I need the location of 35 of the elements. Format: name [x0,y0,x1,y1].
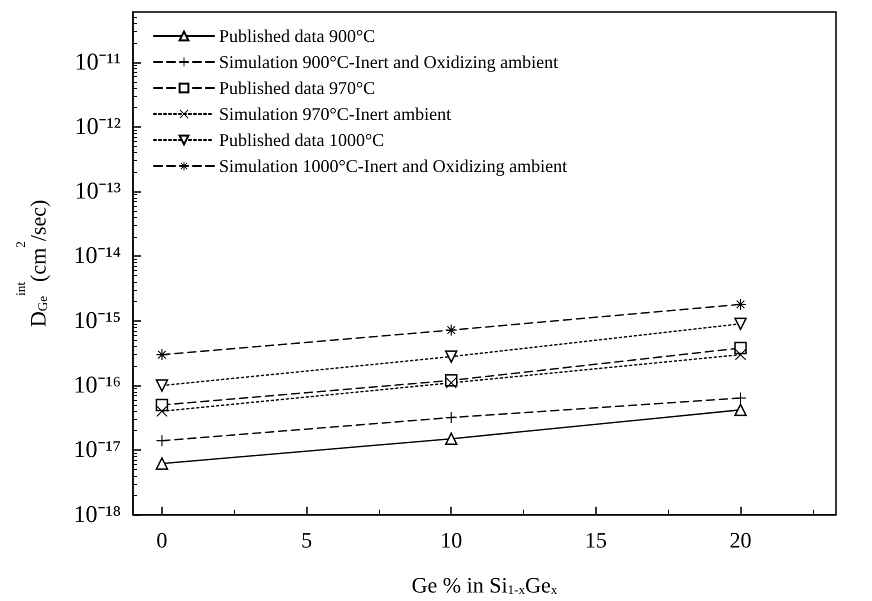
point [735,349,746,360]
y-tick-label: 10⁻¹² [74,114,121,140]
legend-label: Simulation 1000°C-Inert and Oxidizing ambient [219,156,568,176]
y-tick-label: 10⁻¹⁸ [73,502,121,528]
x-axis-title: Ge % in Si1-xGex [412,572,558,598]
y-tick-label: 10⁻¹⁴ [73,243,121,270]
point [156,379,168,392]
x-tick-label: 5 [301,527,312,552]
x-tick-label: 20 [730,527,752,552]
point [446,324,457,336]
y-tick-label: 10⁻¹⁶ [73,372,121,399]
point [156,435,168,446]
y-tick-label: 10⁻¹¹ [74,49,121,76]
point [446,377,457,388]
legend-label: Simulation 970°C-Inert ambient [219,104,452,124]
point [156,349,168,360]
point [444,432,458,446]
x-tick-label: 0 [156,527,168,552]
x-tick-label: 15 [584,527,607,552]
point [734,404,747,416]
legend-label: Published data 900°C [219,26,376,46]
point [734,318,747,330]
point [446,412,457,424]
x-tick-label: 10 [440,527,462,552]
y-tick-label: 10⁻¹⁵ [73,308,121,334]
point [444,350,458,363]
point [735,392,746,404]
legend-label: Published data 1000°C [219,130,384,150]
legend-label: Simulation 900°C-Inert and Oxidizing ambient [219,52,558,72]
point [156,457,168,470]
legend-label: Published data 970°C [219,78,376,98]
y-axis-title: DGeint(cm2/sec) [12,200,50,328]
point [156,406,168,417]
y-tick-label: 10⁻¹⁷ [73,437,121,464]
y-tick-label: 10⁻¹³ [74,178,121,205]
